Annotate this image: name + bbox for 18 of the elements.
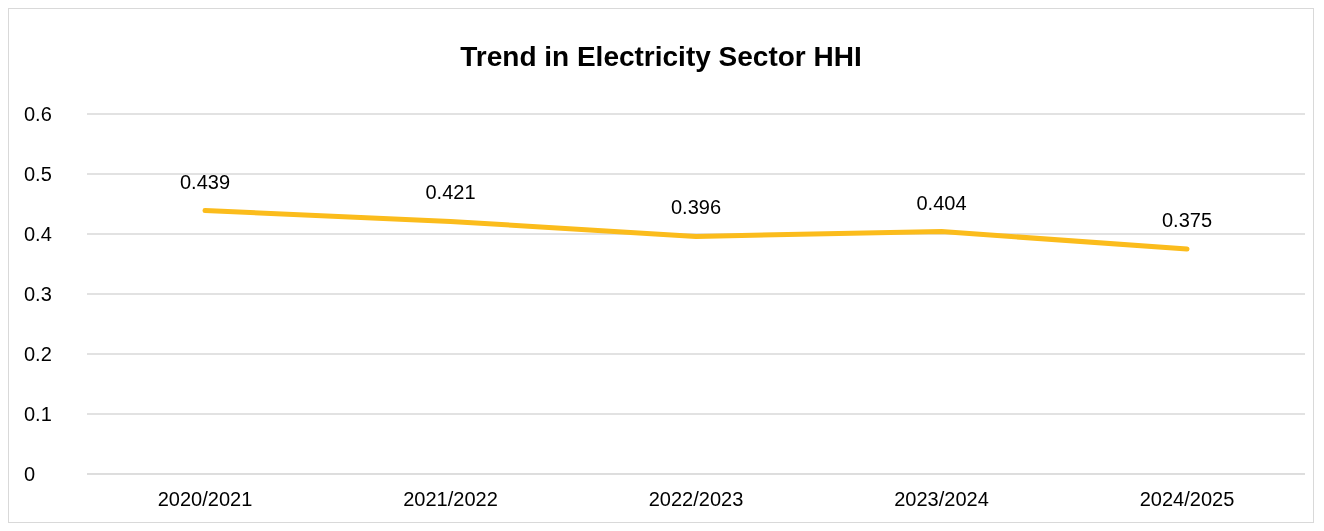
y-tick-label: 0.1 <box>24 403 52 426</box>
x-tick-label: 2022/2023 <box>648 488 744 511</box>
y-tick-label: 0.4 <box>24 223 52 246</box>
data-label: 0.375 <box>1161 209 1213 231</box>
chart-title: Trend in Electricity Sector HHI <box>459 41 863 73</box>
y-tick-label: 0 <box>24 463 36 486</box>
x-tick-label: 2024/2025 <box>1139 488 1235 511</box>
data-label: 0.404 <box>916 191 967 214</box>
x-tick-label: 2021/2022 <box>403 488 498 511</box>
data-label: 0.421 <box>425 181 476 204</box>
data-label: 0.439 <box>179 170 231 193</box>
data-label: 0.396 <box>670 196 722 219</box>
x-tick-label: 2023/2024 <box>894 488 989 511</box>
y-tick-label: 0.2 <box>24 343 52 366</box>
y-tick-label: 0.6 <box>24 103 52 126</box>
x-tick-label: 2020/2021 <box>157 488 253 511</box>
y-tick-label: 0.5 <box>24 163 52 186</box>
y-tick-label: 0.3 <box>24 283 52 306</box>
